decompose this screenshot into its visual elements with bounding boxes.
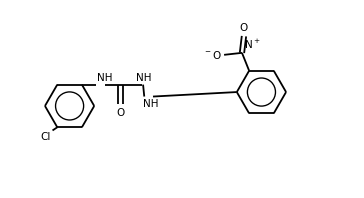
Text: NH: NH — [143, 99, 159, 109]
Text: N$^+$: N$^+$ — [244, 38, 261, 51]
Text: O: O — [116, 108, 124, 118]
Text: O: O — [240, 23, 248, 33]
Text: NH: NH — [97, 73, 112, 83]
Text: Cl: Cl — [40, 132, 51, 142]
Text: $^-$O: $^-$O — [203, 49, 222, 61]
Text: NH: NH — [135, 73, 151, 83]
